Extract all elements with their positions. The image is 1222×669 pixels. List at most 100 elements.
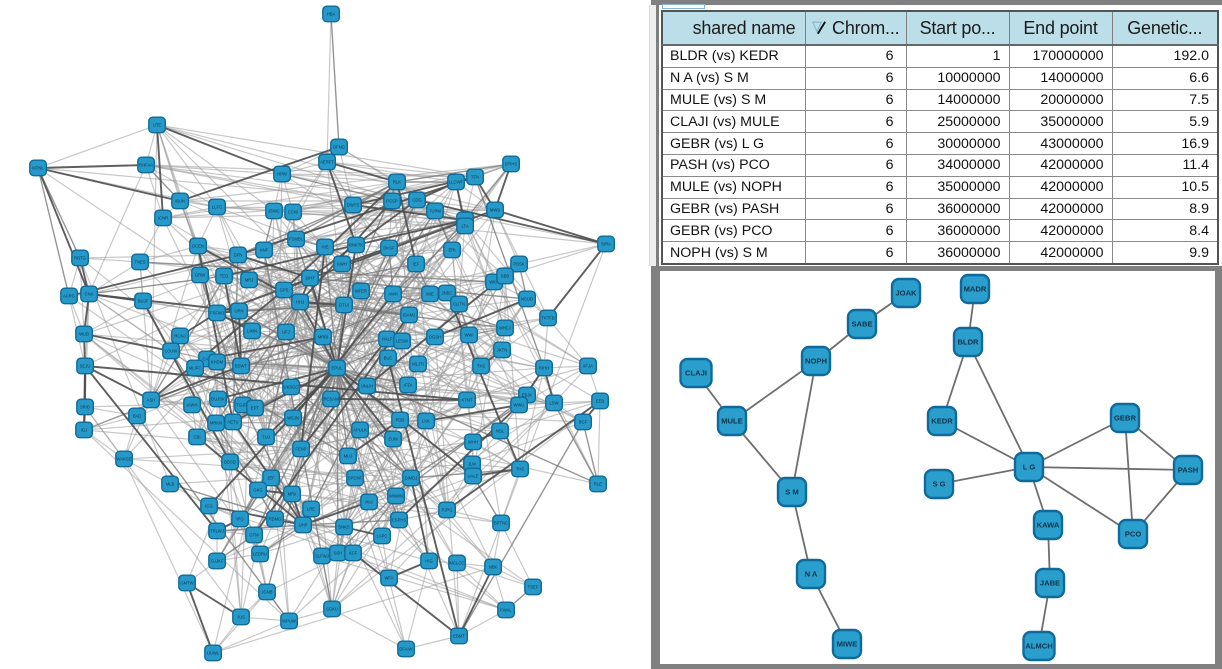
svg-text:JSWC: JSWC — [268, 209, 280, 214]
svg-text:TFN: TFN — [471, 175, 479, 180]
svg-text:HIG: HIG — [425, 559, 432, 564]
svg-text:MTNL: MTNL — [32, 166, 44, 171]
svg-text:DFN: DFN — [234, 253, 243, 258]
svg-text:GRW: GRW — [195, 273, 205, 278]
svg-text:UUWL: UUWL — [207, 651, 220, 656]
svg-text:BPTNC: BPTNC — [494, 521, 508, 526]
svg-text:SPCNF: SPCNF — [348, 476, 363, 481]
svg-text:KNF: KNF — [260, 248, 269, 253]
svg-text:NNKTK: NNKTK — [349, 243, 363, 248]
svg-text:MWB: MWB — [490, 208, 500, 213]
svg-text:PASH: PASH — [1178, 466, 1199, 475]
svg-text:CBI: CBI — [194, 435, 201, 440]
svg-text:IIFJA: IIFJA — [583, 364, 593, 369]
svg-text:PJPG: PJPG — [442, 508, 453, 513]
svg-text:RCSAM: RCSAM — [323, 397, 339, 402]
svg-text:KHDM: KHDM — [211, 360, 224, 365]
svg-text:DWTS: DWTS — [347, 203, 360, 208]
svg-text:GPS: GPS — [280, 288, 289, 293]
svg-text:ISAMJ: ISAMJ — [403, 313, 415, 318]
svg-text:EBJK: EBJK — [522, 393, 533, 398]
svg-text:MULE: MULE — [721, 417, 743, 426]
svg-text:WKP: WKP — [489, 280, 499, 285]
svg-text:GJJKF: GJJKF — [211, 559, 224, 564]
svg-text:APULK: APULK — [353, 428, 367, 433]
svg-text:MHCJ: MHCJ — [499, 326, 511, 331]
svg-text:KAWA: KAWA — [1037, 521, 1060, 530]
svg-text:JNBC: JNBC — [442, 291, 453, 296]
svg-text:UFJ: UFJ — [282, 330, 290, 335]
svg-text:LTA: LTA — [461, 224, 468, 229]
svg-text:DCEN: DCEN — [192, 244, 204, 249]
svg-text:JGNB: JGNB — [261, 590, 272, 595]
svg-text:ICNR: ICNR — [158, 216, 168, 221]
svg-text:UALE: UALE — [468, 474, 479, 479]
svg-text:RCNJ: RCNJ — [174, 334, 185, 339]
svg-text:CLAJI: CLAJI — [685, 369, 707, 378]
svg-text:BUJF: BUJF — [138, 299, 149, 304]
svg-text:WWU: WWU — [514, 403, 525, 408]
svg-text:DIMDJ: DIMDJ — [405, 476, 418, 481]
svg-text:EEB: EEB — [596, 399, 605, 404]
svg-text:LESW: LESW — [396, 339, 408, 344]
svg-text:HBA: HBA — [327, 12, 336, 17]
svg-text:NSL: NSL — [496, 429, 505, 434]
svg-text:DFAIW: DFAIW — [399, 647, 412, 652]
svg-text:LKK: LKK — [422, 419, 430, 424]
svg-text:RLK: RLK — [393, 180, 401, 185]
svg-text:MCLCC: MCLCC — [450, 561, 465, 566]
svg-text:AETU: AETU — [227, 420, 238, 425]
svg-text:S M: S M — [785, 488, 799, 497]
svg-text:UTE: UTE — [153, 123, 162, 128]
svg-text:BGF: BGF — [579, 420, 588, 425]
svg-text:WFA: WFA — [384, 576, 393, 581]
svg-text:SEJU: SEJU — [80, 364, 91, 369]
svg-text:BDSD: BDSD — [224, 460, 236, 465]
svg-text:WNWN: WNWN — [389, 494, 403, 499]
svg-text:SLFWJ: SLFWJ — [315, 554, 329, 559]
svg-text:DUJSK: DUJSK — [211, 397, 225, 402]
svg-text:JKTN: JKTN — [497, 348, 507, 353]
svg-text:ACRG: ACRG — [63, 294, 75, 299]
svg-text:WWI: WWI — [464, 333, 473, 338]
svg-text:PCO: PCO — [1125, 530, 1142, 539]
svg-text:UNLIH: UNLIH — [361, 384, 374, 389]
svg-text:BSWT: BSWT — [235, 364, 248, 369]
svg-text:KTNT: KTNT — [462, 398, 473, 403]
svg-text:UHP: UHP — [299, 523, 308, 528]
svg-text:WHH: WHH — [468, 440, 478, 445]
svg-text:PBSK: PBSK — [513, 262, 524, 267]
svg-text:BUC: BUC — [384, 356, 393, 361]
svg-text:JABE: JABE — [1040, 579, 1060, 588]
svg-text:DKSF: DKSF — [383, 246, 395, 251]
svg-text:WUB: WUB — [79, 332, 89, 337]
svg-text:WAKSE: WAKSE — [117, 457, 132, 462]
svg-text:UKSGC: UKSGC — [284, 385, 299, 390]
svg-text:ALMCH: ALMCH — [1025, 642, 1052, 651]
svg-text:STIHS: STIHS — [505, 162, 518, 167]
svg-text:RHFAA: RHFAA — [139, 163, 153, 168]
svg-text:DFNG: DFNG — [333, 145, 345, 150]
svg-text:MLIFC: MLIFC — [189, 366, 202, 371]
svg-text:IEF: IEF — [413, 262, 420, 267]
svg-text:KWH: KWH — [337, 262, 347, 267]
svg-text:TNES: TNES — [134, 260, 145, 265]
svg-text:SNKS: SNKS — [338, 525, 350, 530]
svg-text:AERFT: AERFT — [320, 160, 334, 165]
svg-text:URN: URN — [234, 309, 243, 314]
svg-text:GEBR: GEBR — [1114, 414, 1136, 423]
svg-text:CLITN: CLITN — [453, 302, 465, 307]
svg-text:FENP: FENP — [295, 447, 306, 452]
svg-text:HALF: HALF — [382, 337, 393, 342]
svg-text:LLFC: LLFC — [212, 205, 222, 210]
svg-text:RLE: RLE — [594, 482, 602, 487]
svg-text:JLW: JLW — [468, 462, 476, 467]
svg-text:SGKU: SGKU — [326, 607, 338, 612]
svg-text:PCSP: PCSP — [386, 199, 398, 204]
svg-text:TUJ: TUJ — [262, 435, 270, 440]
svg-text:MRII: MRII — [288, 492, 297, 497]
svg-text:TKS: TKS — [477, 364, 485, 369]
svg-text:LIMN: LIMN — [247, 329, 257, 334]
svg-text:THS: THS — [516, 467, 525, 472]
svg-text:MIWE: MIWE — [837, 640, 858, 649]
